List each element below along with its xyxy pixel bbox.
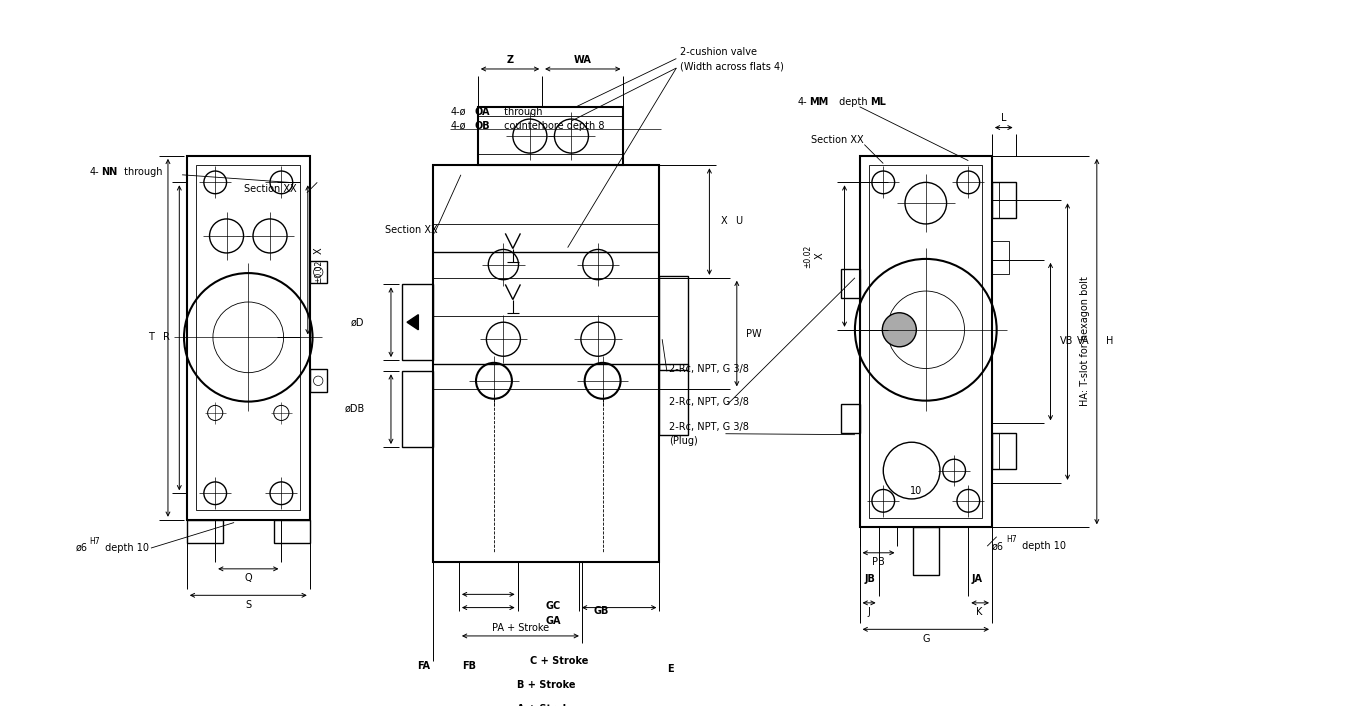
Text: through: through — [501, 107, 542, 116]
Text: K: K — [977, 607, 983, 617]
Text: FA: FA — [417, 662, 430, 671]
Bar — [187, 520, 222, 544]
Bar — [869, 165, 982, 517]
Bar — [913, 527, 938, 575]
Text: (Width across flats 4): (Width across flats 4) — [681, 61, 784, 71]
Polygon shape — [406, 315, 419, 330]
Text: Q: Q — [244, 573, 252, 583]
Text: ±0.02: ±0.02 — [803, 244, 813, 268]
Text: HA: T-slot for hexagon bolt: HA: T-slot for hexagon bolt — [1079, 276, 1090, 406]
Bar — [840, 269, 859, 298]
Text: VA: VA — [1078, 336, 1090, 346]
Text: X: X — [814, 253, 825, 259]
Text: Section XX: Section XX — [385, 225, 438, 234]
Text: NN: NN — [101, 167, 117, 177]
Text: WA: WA — [574, 54, 592, 64]
Text: (Plug): (Plug) — [668, 436, 697, 446]
Circle shape — [883, 313, 917, 347]
Bar — [310, 261, 327, 284]
Text: Section XX: Section XX — [244, 184, 296, 194]
Text: Section XX: Section XX — [810, 135, 863, 145]
Bar — [840, 405, 859, 433]
Text: A + Stroke: A + Stroke — [517, 704, 576, 706]
Text: VB: VB — [1060, 336, 1073, 346]
Text: C + Stroke: C + Stroke — [531, 657, 588, 666]
Text: PA + Stroke: PA + Stroke — [492, 623, 548, 633]
Text: depth 10: depth 10 — [1019, 542, 1067, 551]
Text: GB: GB — [593, 606, 608, 616]
Text: depth: depth — [836, 97, 870, 107]
Text: OA: OA — [475, 107, 490, 116]
Text: 4-ø: 4-ø — [450, 121, 466, 131]
Bar — [402, 371, 432, 447]
Text: øDB: øDB — [344, 404, 364, 414]
Text: T: T — [149, 333, 154, 342]
Text: MM: MM — [810, 97, 829, 107]
Text: 2-Rc, NPT, G 3/8: 2-Rc, NPT, G 3/8 — [668, 397, 749, 407]
Text: ø6: ø6 — [992, 542, 1004, 551]
Bar — [196, 165, 300, 510]
Text: JA: JA — [971, 574, 982, 585]
Text: H7: H7 — [90, 537, 100, 546]
Text: 2-Rc, NPT, G 3/8: 2-Rc, NPT, G 3/8 — [668, 422, 749, 432]
Text: JB: JB — [865, 574, 876, 585]
Text: 4-: 4- — [90, 167, 100, 177]
Text: through: through — [120, 167, 162, 177]
Text: ±0.02: ±0.02 — [315, 260, 323, 283]
Text: PW: PW — [746, 328, 762, 339]
Bar — [859, 156, 992, 527]
Text: E: E — [667, 664, 674, 674]
Text: 2-cushion valve: 2-cushion valve — [681, 47, 757, 57]
Text: GA: GA — [546, 616, 562, 626]
Text: H7: H7 — [1007, 535, 1016, 544]
Bar — [402, 285, 432, 360]
Bar — [187, 156, 310, 520]
Bar — [659, 276, 687, 371]
Bar — [432, 165, 659, 562]
Text: depth 10: depth 10 — [102, 543, 149, 553]
Text: PB: PB — [872, 557, 885, 567]
Text: Z: Z — [506, 54, 514, 64]
Text: H: H — [1106, 336, 1113, 346]
Bar — [992, 433, 1016, 469]
Text: 10: 10 — [910, 486, 922, 496]
Bar — [274, 520, 310, 544]
Bar — [992, 241, 1009, 274]
Bar — [659, 364, 687, 435]
Text: R: R — [162, 333, 169, 342]
Text: øD: øD — [351, 317, 364, 327]
Text: L: L — [1001, 113, 1007, 123]
Text: 4-ø: 4-ø — [450, 107, 466, 116]
Text: counterbore depth 8: counterbore depth 8 — [501, 121, 604, 131]
Text: 4-: 4- — [798, 97, 807, 107]
Text: S: S — [246, 600, 251, 610]
Bar — [992, 182, 1016, 218]
Bar — [477, 107, 623, 165]
Bar — [310, 369, 327, 392]
Text: B + Stroke: B + Stroke — [517, 680, 576, 690]
Text: U: U — [735, 216, 742, 226]
Text: ø6: ø6 — [75, 543, 87, 553]
Text: X: X — [720, 216, 727, 226]
Text: OB: OB — [475, 121, 490, 131]
Text: J: J — [868, 607, 870, 617]
Text: 2-Rc, NPT, G 3/8: 2-Rc, NPT, G 3/8 — [668, 364, 749, 373]
Text: ML: ML — [870, 97, 885, 107]
Text: X: X — [314, 247, 325, 253]
Text: FB: FB — [462, 662, 476, 671]
Text: G: G — [922, 634, 929, 644]
Text: GC: GC — [546, 601, 561, 611]
